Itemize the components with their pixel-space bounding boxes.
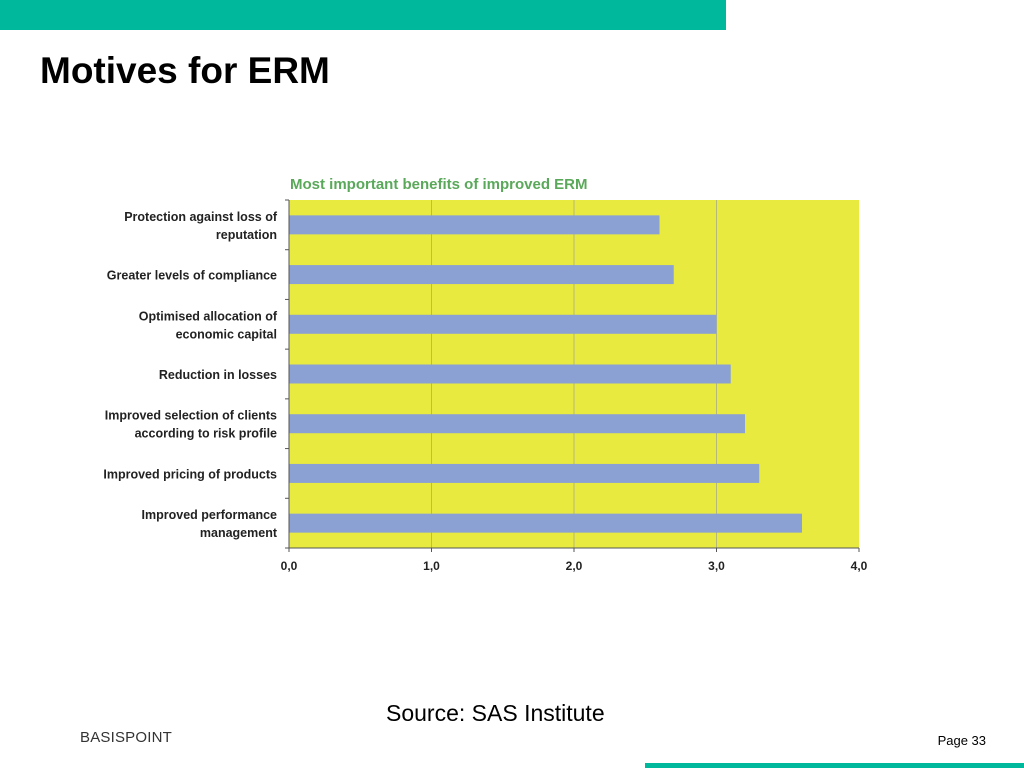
category-label: Improved selection of clients bbox=[105, 409, 277, 423]
bar bbox=[289, 513, 802, 533]
category-labels: Protection against loss of reputation Grea… bbox=[103, 210, 277, 540]
company-logo: BASISPOINT bbox=[80, 729, 173, 746]
category-label: management bbox=[200, 526, 278, 540]
bar bbox=[289, 414, 745, 434]
category-label: Optimised allocation of bbox=[139, 309, 278, 323]
x-tick-label: 2,0 bbox=[566, 559, 583, 573]
bars bbox=[289, 215, 802, 533]
top-accent-bar bbox=[0, 0, 726, 30]
x-tick-label: 4,0 bbox=[851, 559, 868, 573]
bar bbox=[289, 265, 674, 285]
chart-title: Most important benefits of improved ERM bbox=[290, 176, 588, 193]
category-label: Reduction in losses bbox=[159, 368, 277, 382]
x-tick-labels: 0,0 1,0 2,0 3,0 4,0 bbox=[281, 559, 868, 573]
category-label: Greater levels of compliance bbox=[107, 269, 277, 283]
axes bbox=[285, 199, 860, 552]
bar bbox=[289, 314, 717, 334]
bar bbox=[289, 215, 660, 235]
category-label: Protection against loss of bbox=[124, 210, 278, 224]
x-tick-label: 0,0 bbox=[281, 559, 298, 573]
x-tick-label: 1,0 bbox=[423, 559, 440, 573]
bar bbox=[289, 463, 760, 483]
source-note: Source: SAS Institute bbox=[386, 700, 605, 726]
x-tick-label: 3,0 bbox=[708, 559, 725, 573]
bottom-accent-bar bbox=[645, 763, 1024, 768]
slide-title: Motives for ERM bbox=[40, 50, 330, 91]
category-label: economic capital bbox=[176, 327, 277, 341]
bar bbox=[289, 364, 731, 384]
category-label: Improved pricing of products bbox=[103, 467, 277, 481]
category-label: Improved performance bbox=[142, 508, 278, 522]
category-label: reputation bbox=[216, 228, 277, 242]
category-label: according to risk profile bbox=[135, 427, 277, 441]
page-number: Page 33 bbox=[937, 733, 986, 748]
